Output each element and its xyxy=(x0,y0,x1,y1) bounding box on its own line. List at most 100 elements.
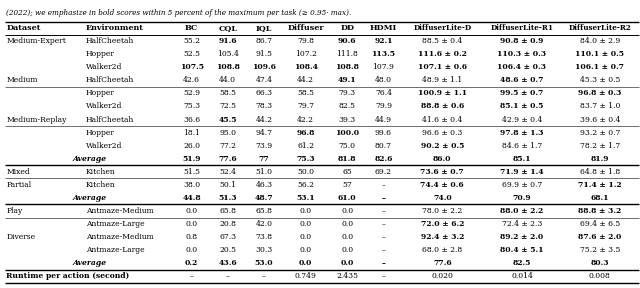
Text: 82.5: 82.5 xyxy=(339,103,356,111)
Text: –: – xyxy=(381,181,385,189)
Text: 70.9: 70.9 xyxy=(513,194,531,202)
Text: 55.2: 55.2 xyxy=(183,37,200,45)
Text: 48.7: 48.7 xyxy=(255,194,273,202)
Text: 100.9 ± 1.1: 100.9 ± 1.1 xyxy=(418,90,467,97)
Text: 73.8: 73.8 xyxy=(255,233,273,241)
Text: 97.8 ± 1.3: 97.8 ± 1.3 xyxy=(500,129,544,137)
Text: 42.0: 42.0 xyxy=(255,220,273,228)
Text: 77: 77 xyxy=(259,155,269,163)
Text: Medium-Replay: Medium-Replay xyxy=(6,115,67,124)
Text: 68.1: 68.1 xyxy=(591,194,609,202)
Text: 72.0 ± 6.2: 72.0 ± 6.2 xyxy=(420,220,464,228)
Text: 110.3 ± 0.3: 110.3 ± 0.3 xyxy=(497,50,547,58)
Text: Antmaze-Medium: Antmaze-Medium xyxy=(86,207,154,215)
Text: 90.8 ± 0.9: 90.8 ± 0.9 xyxy=(500,37,543,45)
Text: Walker2d: Walker2d xyxy=(86,142,122,150)
Text: Walker2d: Walker2d xyxy=(86,103,122,111)
Text: –: – xyxy=(381,246,385,254)
Text: 0.0: 0.0 xyxy=(299,259,312,267)
Text: 77.6: 77.6 xyxy=(218,155,237,163)
Text: 39.6 ± 0.4: 39.6 ± 0.4 xyxy=(580,115,620,124)
Text: 52.5: 52.5 xyxy=(183,50,200,58)
Text: 71.9 ± 1.4: 71.9 ± 1.4 xyxy=(500,168,544,176)
Text: 107.9: 107.9 xyxy=(372,63,394,71)
Text: 79.3: 79.3 xyxy=(339,90,356,97)
Text: 88.5 ± 0.4: 88.5 ± 0.4 xyxy=(422,37,463,45)
Text: Hopper: Hopper xyxy=(86,90,115,97)
Text: 78.3: 78.3 xyxy=(255,103,273,111)
Text: 53.0: 53.0 xyxy=(255,259,273,267)
Text: 86.0: 86.0 xyxy=(433,155,452,163)
Text: 75.2 ± 3.5: 75.2 ± 3.5 xyxy=(580,246,620,254)
Text: 69.9 ± 0.7: 69.9 ± 0.7 xyxy=(502,181,542,189)
Text: 0.0: 0.0 xyxy=(186,246,198,254)
Text: 68.0 ± 2.8: 68.0 ± 2.8 xyxy=(422,246,463,254)
Text: 0.0: 0.0 xyxy=(341,233,353,241)
Text: 79.8: 79.8 xyxy=(297,37,314,45)
Text: (2022); we emphasize in bold scores within 5 percent of the maximum per task (≥ : (2022); we emphasize in bold scores with… xyxy=(6,9,351,17)
Text: 107.2: 107.2 xyxy=(294,50,317,58)
Text: 51.3: 51.3 xyxy=(218,194,237,202)
Text: 107.5: 107.5 xyxy=(180,63,204,71)
Text: 105.4: 105.4 xyxy=(217,50,239,58)
Text: 39.3: 39.3 xyxy=(339,115,356,124)
Text: 49.1: 49.1 xyxy=(338,76,356,84)
Text: 79.9: 79.9 xyxy=(375,103,392,111)
Text: 56.2: 56.2 xyxy=(297,181,314,189)
Text: 0.0: 0.0 xyxy=(341,220,353,228)
Text: 99.6: 99.6 xyxy=(375,129,392,137)
Text: 74.0: 74.0 xyxy=(433,194,452,202)
Text: 44.2: 44.2 xyxy=(297,76,314,84)
Text: Environment: Environment xyxy=(86,24,144,32)
Text: 0.014: 0.014 xyxy=(511,272,533,280)
Text: 51.0: 51.0 xyxy=(255,168,273,176)
Text: Runtime per action (second): Runtime per action (second) xyxy=(6,272,130,280)
Text: 0.2: 0.2 xyxy=(185,259,198,267)
Text: 30.3: 30.3 xyxy=(255,246,273,254)
Text: 82.6: 82.6 xyxy=(374,155,393,163)
Text: 74.4 ± 0.6: 74.4 ± 0.6 xyxy=(420,181,464,189)
Text: –: – xyxy=(381,220,385,228)
Text: Diverse: Diverse xyxy=(6,233,36,241)
Text: 18.1: 18.1 xyxy=(183,129,200,137)
Text: 0.0: 0.0 xyxy=(300,233,312,241)
Text: 108.4: 108.4 xyxy=(294,63,317,71)
Text: 65.8: 65.8 xyxy=(220,207,236,215)
Text: Medium: Medium xyxy=(6,76,38,84)
Text: 87.6 ± 2.0: 87.6 ± 2.0 xyxy=(578,233,621,241)
Text: 94.7: 94.7 xyxy=(255,129,273,137)
Text: 46.3: 46.3 xyxy=(255,181,273,189)
Text: 111.8: 111.8 xyxy=(337,50,358,58)
Text: 51.5: 51.5 xyxy=(183,168,200,176)
Text: 99.5 ± 0.7: 99.5 ± 0.7 xyxy=(500,90,543,97)
Text: 84.0 ± 2.9: 84.0 ± 2.9 xyxy=(580,37,620,45)
Text: 109.6: 109.6 xyxy=(252,63,276,71)
Text: –: – xyxy=(381,272,385,280)
Text: 0.0: 0.0 xyxy=(300,246,312,254)
Text: 2.435: 2.435 xyxy=(336,272,358,280)
Text: 81.9: 81.9 xyxy=(591,155,609,163)
Text: 83.7 ± 1.0: 83.7 ± 1.0 xyxy=(580,103,620,111)
Text: 100.0: 100.0 xyxy=(335,129,359,137)
Text: 51.9: 51.9 xyxy=(182,155,201,163)
Text: 50.1: 50.1 xyxy=(220,181,236,189)
Text: DD: DD xyxy=(340,24,355,32)
Text: 111.6 ± 0.2: 111.6 ± 0.2 xyxy=(418,50,467,58)
Text: Average: Average xyxy=(72,194,106,202)
Text: 52.9: 52.9 xyxy=(183,90,200,97)
Text: 67.3: 67.3 xyxy=(220,233,236,241)
Text: 44.2: 44.2 xyxy=(255,115,273,124)
Text: 69.2: 69.2 xyxy=(375,168,392,176)
Text: 77.2: 77.2 xyxy=(220,142,236,150)
Text: 72.4 ± 2.3: 72.4 ± 2.3 xyxy=(502,220,542,228)
Text: 71.4 ± 1.2: 71.4 ± 1.2 xyxy=(578,181,621,189)
Text: –: – xyxy=(381,233,385,241)
Text: 85.1: 85.1 xyxy=(513,155,531,163)
Text: 0.0: 0.0 xyxy=(186,220,198,228)
Text: 78.2 ± 1.7: 78.2 ± 1.7 xyxy=(580,142,620,150)
Text: 45.5: 45.5 xyxy=(218,115,237,124)
Text: 20.8: 20.8 xyxy=(220,220,236,228)
Text: 47.4: 47.4 xyxy=(255,76,273,84)
Text: 80.3: 80.3 xyxy=(591,259,609,267)
Text: HDMI: HDMI xyxy=(370,24,397,32)
